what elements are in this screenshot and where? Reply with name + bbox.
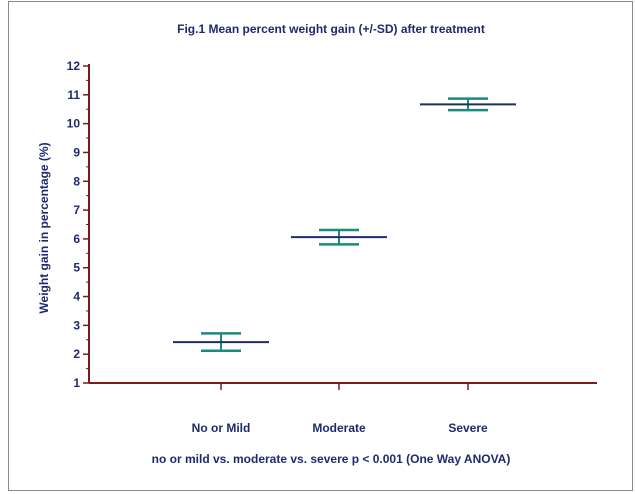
y-tick-label: 11 (67, 88, 80, 102)
chart-frame: Fig.1 Mean percent weight gain (+/-SD) a… (8, 1, 633, 491)
y-tick-label: 10 (67, 117, 81, 131)
y-tick-label: 4 (73, 290, 80, 304)
y-tick-label: 12 (67, 59, 81, 73)
y-tick-label: 2 (73, 347, 80, 361)
chart-title: Fig.1 Mean percent weight gain (+/-SD) a… (177, 22, 485, 36)
y-tick-label: 7 (73, 203, 80, 217)
y-tick-label: 9 (73, 145, 80, 159)
y-tick-label: 1 (73, 376, 80, 390)
x-tick-label: Moderate (312, 421, 366, 435)
y-tick-label: 8 (73, 174, 80, 188)
y-axis-label: Weight gain in percentage (%) (37, 142, 51, 313)
y-tick-label: 6 (73, 232, 80, 246)
chart-note: no or mild vs. moderate vs. severe p < 0… (152, 452, 511, 466)
y-tick-label: 5 (73, 261, 80, 275)
x-tick-label: Severe (448, 421, 488, 435)
chart: Fig.1 Mean percent weight gain (+/-SD) a… (37, 22, 597, 466)
x-tick-label: No or Mild (192, 421, 251, 435)
y-tick-label: 3 (73, 318, 80, 332)
